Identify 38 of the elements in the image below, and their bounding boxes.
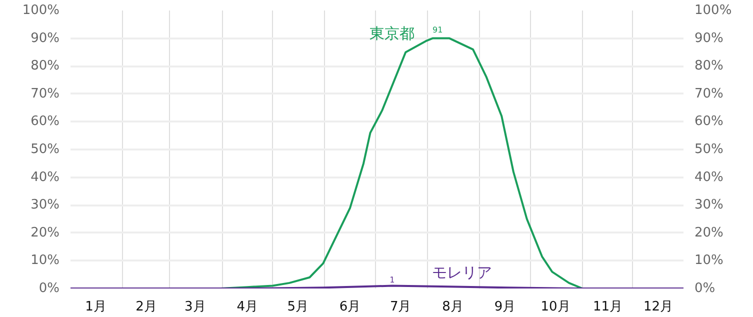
x-tick-label: 4月 — [236, 300, 258, 314]
y-tick-label: 60% — [30, 114, 60, 130]
y2-tick-label: 10% — [694, 253, 724, 268]
y-tick-label: 40% — [30, 170, 60, 185]
y-tick-label: 20% — [30, 225, 60, 240]
x-tick-label: 11月 — [592, 300, 622, 314]
y2-tick-label: 20% — [694, 225, 724, 240]
annotation: 1 — [390, 276, 395, 285]
x-tick-label: 10月 — [540, 300, 570, 314]
annotation: 91 — [432, 26, 443, 35]
x-tick-label: 7月 — [390, 300, 412, 314]
series-label: モレリア — [432, 264, 492, 282]
y-tick-label: 80% — [30, 58, 60, 74]
y2-tick-label: 100% — [694, 3, 732, 18]
y2-tick-label: 80% — [694, 58, 724, 74]
x-tick-label: 2月 — [136, 300, 157, 314]
y2-tick-label: 0% — [694, 281, 716, 296]
x-tick-label: 6月 — [339, 300, 361, 314]
x-tick-label: 3月 — [184, 300, 206, 314]
y-tick-label: 100% — [22, 3, 60, 18]
y2-tick-label: 40% — [694, 170, 724, 185]
y2-tick-label: 70% — [694, 86, 724, 102]
x-tick-label: 9月 — [494, 300, 516, 314]
y-tick-label: 90% — [30, 30, 60, 46]
y-tick-label: 0% — [38, 281, 60, 296]
y-tick-label: 70% — [30, 86, 60, 102]
y2-tick-label: 50% — [694, 142, 724, 157]
y2-tick-label: 30% — [694, 198, 724, 213]
y-tick-label: 30% — [30, 198, 60, 213]
series-label: 東京都 — [370, 24, 415, 42]
y-tick-label: 10% — [30, 253, 60, 268]
y2-tick-label: 60% — [694, 114, 724, 130]
x-tick-label: 5月 — [287, 300, 308, 314]
x-tick-label: 8月 — [442, 300, 464, 314]
x-tick-label: 1月 — [85, 300, 106, 314]
y2-tick-label: 90% — [694, 30, 724, 46]
x-tick-label: 12月 — [643, 300, 674, 314]
y-tick-label: 50% — [30, 142, 60, 157]
